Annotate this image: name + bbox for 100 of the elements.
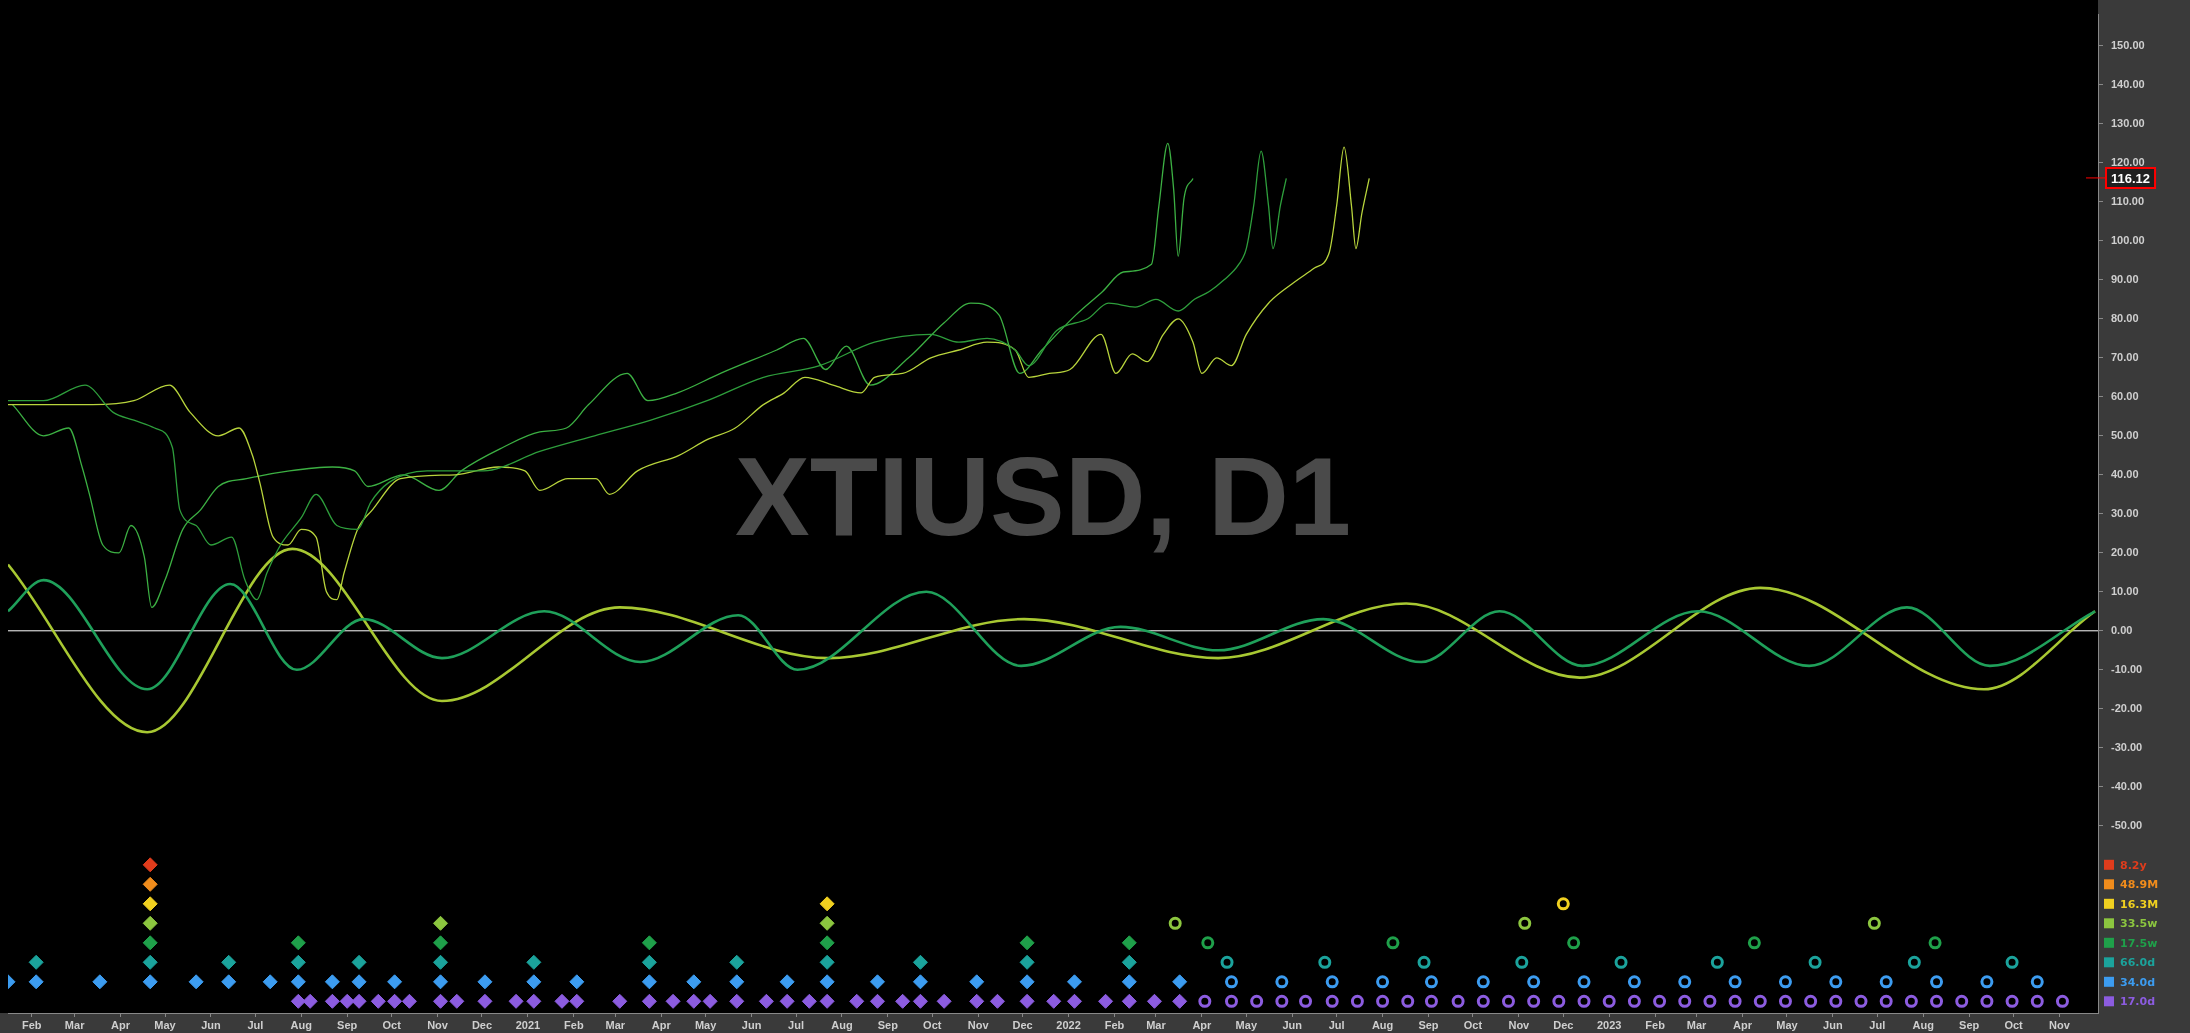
point <box>1275 994 1289 1008</box>
point <box>1172 974 1188 990</box>
x-tick-label: Aug <box>831 1018 853 1031</box>
point <box>1930 994 1944 1008</box>
point <box>819 896 835 912</box>
point <box>1066 993 1082 1009</box>
point <box>1778 975 1792 989</box>
point <box>2030 994 2044 1008</box>
y-tick-label: -50.00 <box>2111 818 2143 831</box>
x-tick-label: Nov <box>427 1018 449 1031</box>
point <box>370 993 386 1009</box>
y-tick-label: 70.00 <box>2111 350 2139 363</box>
point <box>895 993 911 1009</box>
x-tick-label: Jun <box>201 1018 221 1031</box>
point <box>28 954 44 970</box>
point <box>302 993 318 1009</box>
point <box>819 974 835 990</box>
point <box>1019 993 1035 1009</box>
point <box>1424 994 1438 1008</box>
point <box>1121 935 1137 951</box>
point <box>819 954 835 970</box>
point <box>1556 897 1570 911</box>
point <box>142 954 158 970</box>
y-tick-label: 0.00 <box>2111 623 2133 636</box>
point <box>1904 994 1918 1008</box>
point <box>1614 955 1628 969</box>
point <box>142 974 158 990</box>
x-tick-label: May <box>1776 1018 1799 1031</box>
point <box>1121 993 1137 1009</box>
point <box>1401 994 1415 1008</box>
point <box>1577 975 1591 989</box>
y-tick-label: 40.00 <box>2111 467 2139 480</box>
point <box>142 915 158 931</box>
point <box>612 993 628 1009</box>
point <box>1019 954 1035 970</box>
x-tick-label: Feb <box>21 1018 42 1031</box>
point <box>1220 955 1234 969</box>
x-tick-label: 2023 <box>1596 1018 1622 1031</box>
point <box>290 993 306 1009</box>
point <box>324 974 340 990</box>
x-tick-label: Dec <box>471 1018 493 1031</box>
point <box>1879 994 1893 1008</box>
point <box>1515 955 1529 969</box>
point <box>1275 975 1289 989</box>
y-tick-label: 50.00 <box>2111 428 2139 441</box>
y-tick-label: -30.00 <box>2111 740 2143 753</box>
point <box>1703 994 1717 1008</box>
point <box>1121 974 1137 990</box>
point <box>801 993 817 1009</box>
x-tick-label: Jul <box>788 1018 804 1031</box>
point <box>1907 955 1921 969</box>
point <box>1728 994 1742 1008</box>
point <box>188 974 204 990</box>
point <box>1808 955 1822 969</box>
point <box>1678 994 1692 1008</box>
point <box>1066 974 1082 990</box>
y-tick-label: 110.00 <box>2111 194 2145 207</box>
point <box>2005 994 2019 1008</box>
point <box>686 974 702 990</box>
point <box>142 935 158 951</box>
point <box>508 993 524 1009</box>
x-tick-label: Aug <box>1912 1018 1934 1031</box>
y-tick-label: 150.00 <box>2111 38 2145 51</box>
point <box>1527 975 1541 989</box>
point <box>1299 994 1313 1008</box>
point <box>290 954 306 970</box>
point <box>641 993 657 1009</box>
point <box>142 896 158 912</box>
point <box>989 993 1005 1009</box>
point <box>912 993 928 1009</box>
x-tick-label: Mar <box>605 1018 626 1031</box>
point <box>1224 975 1238 989</box>
point <box>869 974 885 990</box>
x-tick-label: Apr <box>1192 1018 1213 1031</box>
x-tick-label: Nov <box>967 1018 990 1031</box>
x-tick-label: Jun <box>741 1018 762 1031</box>
point <box>1829 975 1843 989</box>
point <box>1627 994 1641 1008</box>
x-tick-label: 2022 <box>1056 1018 1081 1031</box>
point <box>351 974 367 990</box>
point <box>1854 994 1868 1008</box>
y-tick-label: 10.00 <box>2111 584 2139 597</box>
point <box>1198 994 1212 1008</box>
point <box>1318 955 1332 969</box>
point <box>1527 994 1541 1008</box>
point <box>641 935 657 951</box>
x-tick-label: Dec <box>1553 1018 1574 1031</box>
point <box>936 993 952 1009</box>
line-series <box>8 578 2097 691</box>
x-tick-label: Sep <box>337 1018 358 1031</box>
point <box>1980 975 1994 989</box>
point <box>1627 975 1641 989</box>
legend-label: 8.2y <box>2120 858 2147 872</box>
point <box>2005 955 2019 969</box>
point <box>449 993 465 1009</box>
point <box>290 935 306 951</box>
point <box>92 974 108 990</box>
point <box>1250 994 1264 1008</box>
point <box>1424 975 1438 989</box>
point <box>1753 994 1767 1008</box>
